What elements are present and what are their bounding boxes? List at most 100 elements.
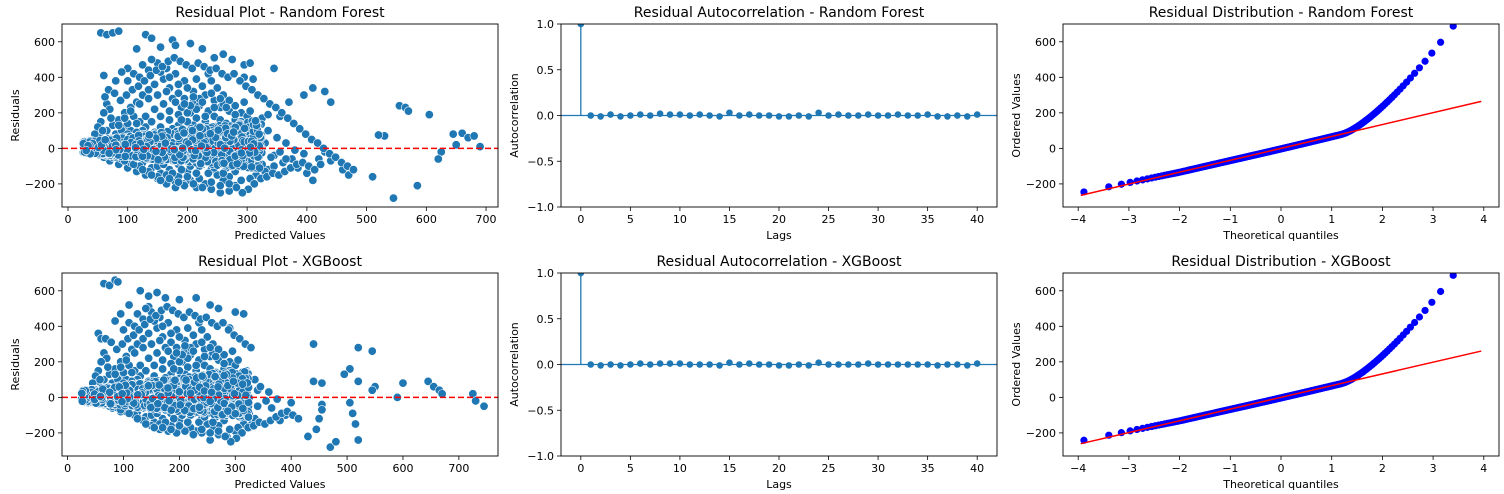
stem-marker (686, 361, 694, 368)
x-tick-label: 0 (1278, 462, 1285, 475)
data-point (245, 58, 255, 68)
data-point (211, 352, 221, 362)
stem-marker (597, 113, 604, 120)
data-point (154, 380, 164, 390)
data-point (180, 341, 190, 351)
x-tick-label: 100 (113, 462, 134, 475)
data-point (146, 339, 156, 349)
data-point (223, 406, 233, 416)
stem-marker (904, 112, 912, 119)
data-point (309, 376, 319, 386)
data-point (160, 138, 170, 148)
data-point (249, 179, 259, 189)
stem-marker (874, 112, 882, 119)
data-point (230, 101, 240, 111)
data-point (130, 348, 140, 358)
data-point (129, 330, 139, 340)
data-point (179, 99, 189, 109)
data-point (103, 362, 113, 372)
data-point (117, 339, 127, 349)
data-point (219, 158, 229, 168)
stem-marker (934, 113, 941, 120)
stem-marker (755, 361, 763, 368)
y-tick-label: 600 (34, 285, 55, 298)
data-point (245, 106, 255, 116)
data-point (117, 67, 127, 77)
data-point (158, 423, 168, 433)
data-point (179, 128, 189, 138)
data-point (201, 312, 211, 322)
x-axis-label: Predicted Values (234, 229, 325, 242)
stem-marker (854, 112, 862, 119)
data-point (141, 419, 151, 429)
stem-marker (805, 113, 813, 120)
x-tick-label: 35 (921, 213, 935, 226)
x-tick-label: 500 (356, 213, 377, 226)
stem-marker (815, 109, 822, 117)
qq-point (1449, 24, 1457, 30)
data-point (255, 163, 265, 173)
y-tick-label: 0.0 (537, 110, 555, 123)
data-point (290, 145, 300, 155)
y-tick-label: 0 (1049, 391, 1056, 404)
data-point (174, 387, 184, 397)
data-point (368, 172, 378, 182)
stem-marker (636, 111, 644, 118)
data-point (174, 295, 184, 305)
x-tick-label: −4 (1070, 462, 1086, 475)
subplot-5: 0 5 10 15 20 25 30 35 40 −1.0 −0.5 0.0 0.5 1.0 Residua… (508, 254, 998, 491)
qq-point (1421, 57, 1429, 65)
data-point (138, 343, 148, 353)
data-point (141, 366, 151, 376)
stem-marker (795, 361, 803, 368)
stem-marker (825, 361, 832, 368)
stem-marker (934, 362, 941, 369)
stem-marker (617, 113, 624, 120)
data-point (212, 83, 222, 93)
data-point (215, 94, 225, 104)
data-point (191, 293, 201, 303)
stem-marker (864, 360, 872, 367)
data-point (144, 130, 154, 140)
data-point (185, 39, 195, 49)
data-point (232, 159, 242, 169)
y-tick-label: 600 (1035, 285, 1056, 298)
data-point (353, 376, 363, 386)
stem-marker (726, 109, 733, 117)
data-point (173, 177, 183, 187)
data-point (170, 97, 180, 107)
y-tick-label: 200 (34, 356, 55, 369)
data-point (152, 348, 162, 358)
subplot-title: Residual Distribution - XGBoost (1171, 254, 1391, 270)
stem-marker (686, 112, 694, 119)
data-point (197, 81, 207, 91)
data-point (157, 62, 167, 72)
qq-point (1437, 38, 1445, 46)
data-point (175, 400, 185, 410)
data-point (247, 85, 257, 95)
data-point (206, 88, 216, 98)
data-point (174, 421, 184, 431)
data-point (166, 328, 176, 338)
data-point (152, 288, 162, 298)
stem-marker (706, 112, 713, 119)
stem-marker (755, 112, 763, 119)
x-tick-label: 3 (1430, 213, 1437, 226)
data-point (231, 182, 241, 192)
x-tick-label: 15 (722, 462, 736, 475)
data-point (155, 336, 165, 346)
data-point (238, 379, 248, 389)
data-point (197, 325, 207, 335)
stem-marker (607, 111, 614, 118)
data-point (166, 337, 176, 347)
x-tick-label: 30 (871, 213, 885, 226)
data-point (188, 92, 198, 102)
x-tick-label: 30 (871, 462, 885, 475)
stem-marker (864, 111, 872, 118)
subplot-4: 0 100 200 300 400 500 600 700 −200 0 200 400 600 Resi… (9, 254, 499, 491)
data-point (218, 318, 228, 328)
x-tick-label: 0 (577, 462, 584, 475)
data-point (424, 110, 434, 120)
data-point (163, 346, 173, 356)
data-point (147, 170, 157, 180)
